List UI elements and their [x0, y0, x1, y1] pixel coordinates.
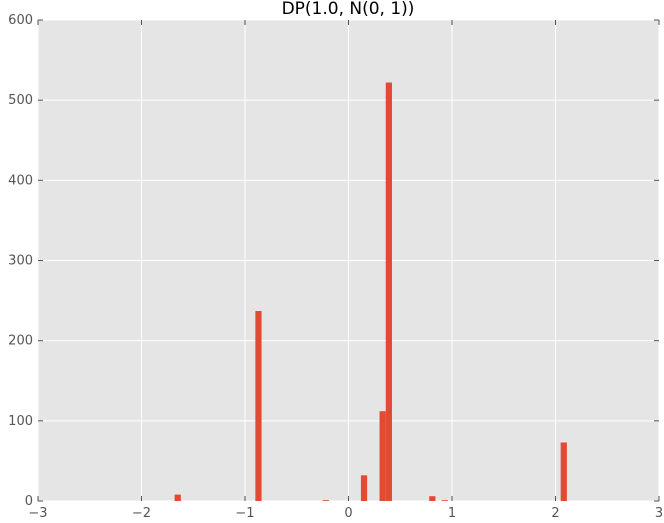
y-tick-label: 0 — [25, 494, 33, 509]
bar — [560, 442, 567, 501]
bars — [174, 82, 567, 501]
x-tick-label: 3 — [655, 506, 663, 521]
x-tick-label: −1 — [235, 506, 254, 521]
bar — [379, 411, 386, 501]
ticks — [37, 19, 660, 502]
x-tick-labels: −3 −2 −1 0 1 2 3 — [28, 506, 663, 521]
x-tick-label: 1 — [448, 506, 456, 521]
y-tick-label: 400 — [8, 173, 33, 188]
y-tick-label: 100 — [8, 414, 33, 429]
bar — [429, 496, 436, 501]
y-tick-label: 300 — [8, 254, 33, 269]
x-tick-label: −3 — [28, 506, 47, 521]
bar — [322, 500, 329, 501]
chart-title: DP(1.0, N(0, 1)) — [282, 0, 415, 19]
y-tick-label: 200 — [8, 334, 33, 349]
y-tick-label: 500 — [8, 93, 33, 108]
y-tick-labels: 0 100 200 300 400 500 600 — [8, 13, 33, 509]
x-tick-label: 2 — [551, 506, 559, 521]
bar — [174, 494, 181, 501]
x-tick-label: −2 — [132, 506, 151, 521]
bar — [441, 500, 448, 501]
bar — [385, 82, 392, 501]
bar — [360, 475, 368, 501]
x-tick-label: 0 — [344, 506, 352, 521]
bar — [255, 311, 262, 501]
y-tick-label: 600 — [8, 13, 33, 28]
